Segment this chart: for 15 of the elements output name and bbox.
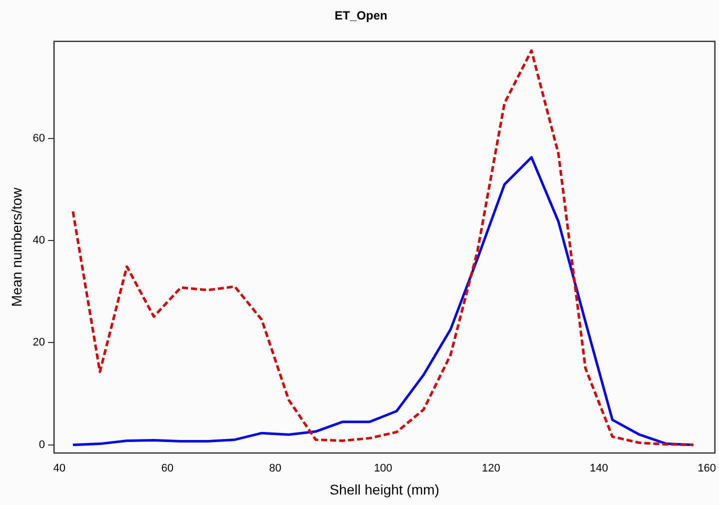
line-series <box>72 49 695 446</box>
x-tick-label: 80 <box>269 462 282 475</box>
y-tick-label: 40 <box>32 234 46 247</box>
y-tick-label: 20 <box>32 336 46 349</box>
chart-title: ET_Open <box>334 8 388 23</box>
x-tick-label: 140 <box>590 462 608 475</box>
x-axis-title: Shell height (mm) <box>330 481 440 498</box>
x-tick-label: 160 <box>698 462 716 475</box>
x-tick-label: 60 <box>161 462 174 475</box>
y-axis-title: Mean numbers/tow <box>8 186 24 307</box>
x-tick-label: 100 <box>374 462 392 475</box>
y-tick-label: 0 <box>38 438 46 451</box>
y-tick-label: 60 <box>32 132 46 144</box>
x-tick-label: 40 <box>53 462 66 475</box>
x-tick-label: 120 <box>482 462 500 475</box>
